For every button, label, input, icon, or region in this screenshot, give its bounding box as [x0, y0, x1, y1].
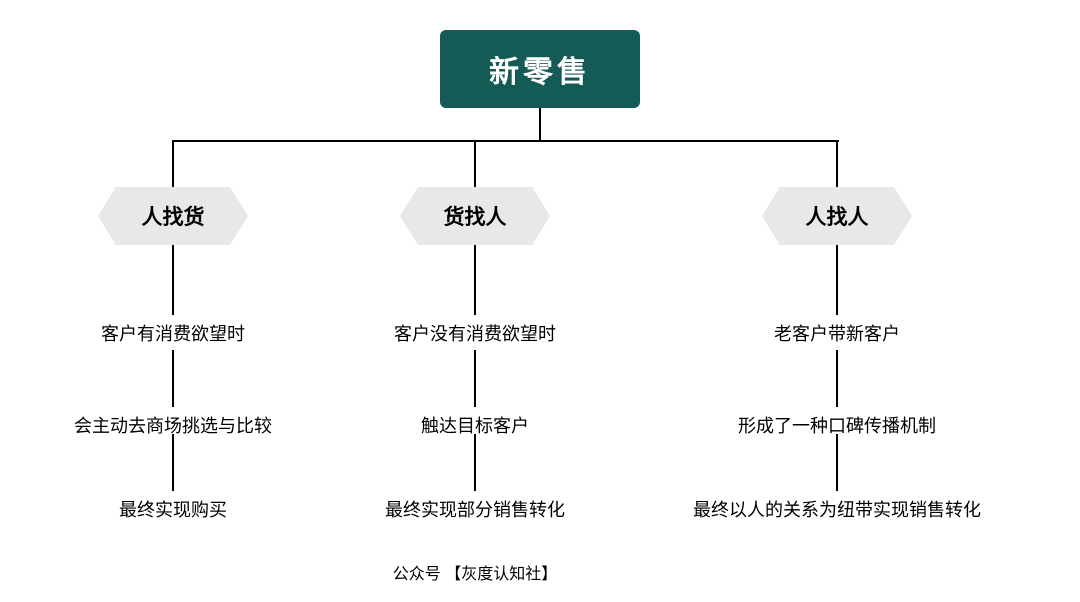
diagram-stage: 新零售 人找货 客户有消费欲望时 会主动去商场挑选与比较 最终实现购买 货找人 …: [0, 0, 1080, 602]
connector-col0-seg2: [172, 434, 174, 491]
branch-node-col2: 人找人: [762, 187, 912, 245]
root-node: 新零售: [440, 30, 640, 108]
connector-horizontal-bar: [173, 140, 839, 142]
leaf-col1-2: 最终实现部分销售转化: [385, 496, 565, 522]
connector-col1-seg0: [474, 245, 476, 315]
connector-col0-down: [172, 140, 174, 187]
leaf-col0-2: 最终实现购买: [119, 496, 227, 522]
connector-root-down: [539, 108, 541, 140]
branch-node-col0: 人找货: [98, 187, 248, 245]
leaf-col1-0: 客户没有消费欲望时: [394, 320, 556, 346]
connector-col2-down: [836, 140, 838, 187]
connector-col1-down: [474, 140, 476, 187]
leaf-col0-0: 客户有消费欲望时: [101, 320, 245, 346]
connector-col2-seg1: [836, 350, 838, 407]
connector-col0-seg1: [172, 350, 174, 407]
leaf-col2-0: 老客户带新客户: [774, 320, 900, 346]
connector-col2-seg2: [836, 434, 838, 491]
leaf-col2-2: 最终以人的关系为纽带实现销售转化: [693, 496, 981, 522]
branch-node-col1: 货找人: [400, 187, 550, 245]
connector-col1-seg2: [474, 434, 476, 491]
connector-col0-seg0: [172, 245, 174, 315]
connector-col1-seg1: [474, 350, 476, 407]
connector-col2-seg0: [836, 245, 838, 315]
footer-credit: 公众号 【灰度认知社】: [393, 560, 557, 584]
